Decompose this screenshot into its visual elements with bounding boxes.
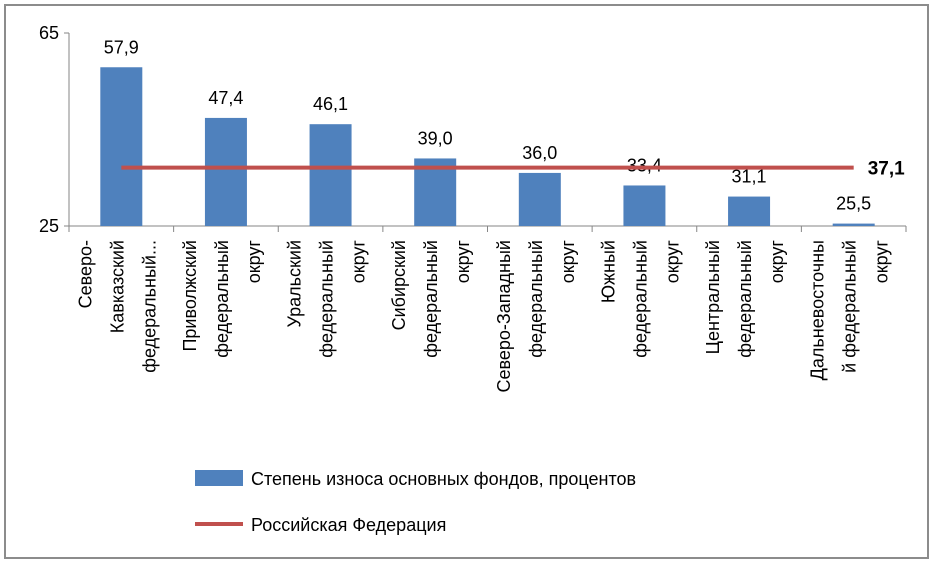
chart-frame: [4, 4, 929, 559]
category-label-line: округ: [453, 240, 473, 284]
legend-bar-label: Степень износа основных фондов, проценто…: [251, 469, 636, 489]
bar: [204, 117, 247, 226]
y-tick-label: 65: [39, 23, 59, 43]
category-label-line: округ: [558, 240, 578, 284]
reference-line-group: 37,1: [121, 159, 905, 180]
category-label-line: федеральный: [212, 240, 232, 358]
bar: [832, 223, 875, 226]
category-labels: Северо- Кавказский федеральный... Приволжск…: [75, 240, 891, 393]
category-label-line: федеральный: [317, 240, 337, 358]
data-label: 36,0: [522, 143, 557, 163]
category-label-line: Кавказский: [107, 240, 127, 333]
category-label-line: федеральный...: [139, 240, 159, 373]
category-label: Центральный федеральный округ: [703, 240, 787, 358]
axes: 25 65: [39, 23, 907, 236]
category-label-line: Северо-: [75, 240, 95, 308]
category-label-line: Центральный: [703, 240, 723, 354]
category-label: Сибирский федеральный округ: [389, 240, 473, 358]
data-label: 46,1: [313, 94, 348, 114]
category-label: Южный федеральный округ: [598, 240, 682, 358]
data-label: 31,1: [732, 167, 767, 187]
category-label: Уральский федеральный округ: [285, 240, 369, 358]
category-label-line: Южный: [598, 240, 618, 303]
bar: [309, 124, 352, 226]
bar: [414, 158, 457, 226]
category-label-line: округ: [767, 240, 787, 284]
bar: [623, 185, 666, 226]
category-label-line: й федеральный: [840, 240, 860, 373]
category-label-line: округ: [349, 240, 369, 284]
y-tick-label: 25: [39, 216, 59, 236]
category-label: Приволжский федеральный округ: [180, 240, 264, 358]
category-label-line: федеральный: [735, 240, 755, 358]
category-label-line: Уральский: [285, 240, 305, 328]
category-label-line: округ: [662, 240, 682, 284]
data-labels: 57,9 47,4 46,1 39,0 36,0 33,4 31,1 25,5: [104, 37, 871, 213]
bar: [100, 67, 143, 226]
legend: Степень износа основных фондов, проценто…: [195, 469, 636, 535]
data-label: 33,4: [627, 155, 662, 175]
category-label-line: Приволжский: [180, 240, 200, 352]
category-label: Северо-Западный федеральный округ: [494, 240, 578, 393]
category-label-line: федеральный: [421, 240, 441, 358]
category-label-line: округ: [244, 240, 264, 284]
bar: [728, 196, 771, 226]
data-label: 47,4: [208, 88, 243, 108]
category-label-line: Северо-Западный: [494, 240, 514, 392]
data-label: 57,9: [104, 37, 139, 57]
data-label: 25,5: [836, 194, 871, 214]
category-label: Северо- Кавказский федеральный...: [75, 240, 159, 373]
bars: [100, 67, 875, 226]
legend-bar-swatch: [195, 470, 243, 486]
bar: [518, 172, 561, 226]
category-label-line: Дальневосточны: [808, 240, 828, 380]
category-label-line: федеральный: [526, 240, 546, 358]
category-label-line: округ: [872, 240, 892, 284]
category-label: Дальневосточны й федеральный округ: [808, 240, 892, 381]
data-label: 39,0: [418, 128, 453, 148]
legend-line-label: Российская Федерация: [251, 515, 446, 535]
category-label-line: федеральный: [630, 240, 650, 358]
reference-line-label: 37,1: [868, 159, 905, 180]
category-label-line: Сибирский: [389, 240, 409, 330]
